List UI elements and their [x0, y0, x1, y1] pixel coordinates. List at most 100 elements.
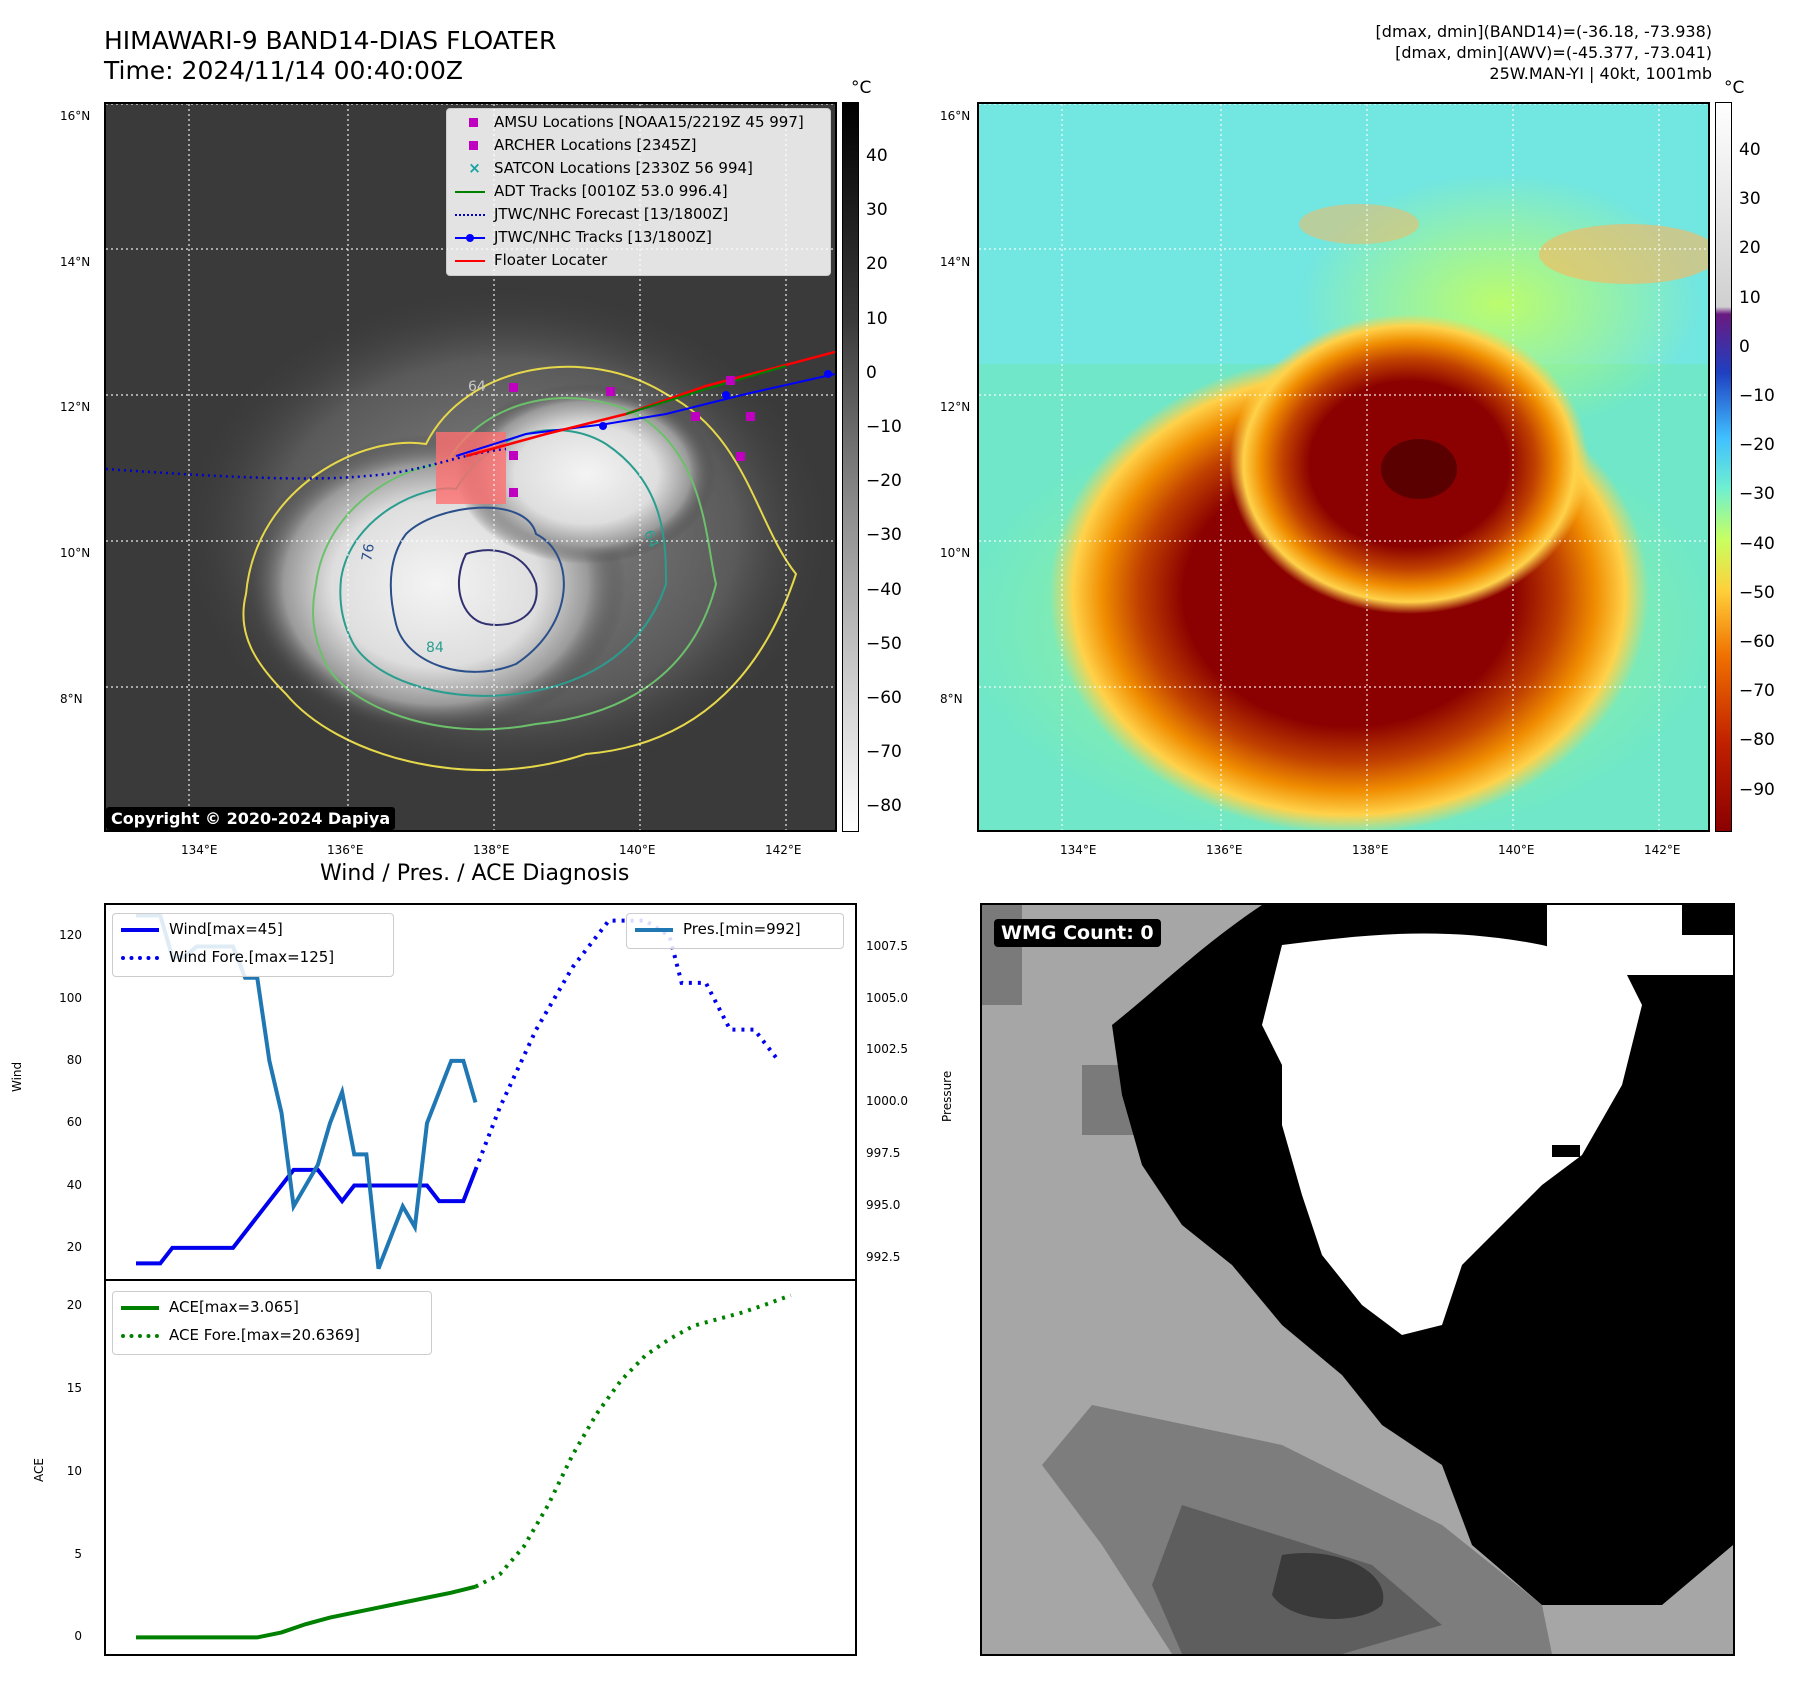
wind-legend: Wind[max=45] Wind Fore.[max=125] — [112, 913, 394, 977]
contour-label: 76 — [359, 542, 378, 562]
wmg-panel: WMG Count: 0 — [980, 903, 1735, 1656]
colorbar-tick: −40 — [866, 579, 902, 600]
band14-legend: AMSU Locations [NOAA15/2219Z 45 997] ARC… — [446, 108, 831, 276]
adt-track — [625, 365, 787, 415]
axis-tick-label: 60 — [66, 1115, 82, 1130]
legend-tracks: JTWC/NHC Tracks [13/1800Z] — [455, 228, 712, 246]
awv-map-image — [979, 104, 1708, 830]
colorbar-tick: 40 — [866, 146, 888, 166]
figure-time: Time: 2024/11/14 00:40:00Z — [104, 56, 463, 85]
colorbar-tick: −80 — [1739, 730, 1775, 751]
axis-tick-label: 20 — [66, 1239, 82, 1254]
ace-axis-label: ACE — [32, 1458, 46, 1482]
wind-axis-label: Wind — [10, 1061, 24, 1092]
lat-label: 16°N — [940, 109, 971, 123]
legend-ace: ACE[max=3.065] — [121, 1298, 299, 1316]
lon-label: 140°E — [619, 843, 656, 857]
colorbar-tick: −30 — [1739, 484, 1775, 505]
lat-label: 8°N — [60, 692, 83, 706]
lat-label: 12°N — [940, 400, 971, 414]
legend-forecast: JTWC/NHC Forecast [13/1800Z] — [455, 205, 728, 223]
legend-adt: ADT Tracks [0010Z 53.0 996.4] — [455, 182, 728, 200]
legend-amsu: AMSU Locations [NOAA15/2219Z 45 997] — [455, 113, 804, 131]
lat-label: 12°N — [60, 400, 91, 414]
axis-tick-label: 100 — [59, 990, 82, 1005]
axis-tick-label: 1000.0 — [866, 1094, 908, 1109]
colorbar-tick: 20 — [1739, 238, 1761, 259]
awv-map — [977, 102, 1710, 832]
lon-label: 134°E — [181, 843, 218, 857]
colorbar-tick: −30 — [866, 525, 902, 546]
left-colorbar — [842, 102, 859, 832]
copyright-badge: Copyright © 2020-2024 Dapiya — [106, 807, 396, 830]
colorbar-tick: −50 — [1739, 582, 1775, 603]
lat-label: 14°N — [940, 255, 971, 269]
diagnosis-title: Wind / Pres. / ACE Diagnosis — [320, 861, 630, 886]
contour-label: 64 — [640, 528, 661, 550]
axis-tick-label: 1007.5 — [866, 938, 908, 953]
lat-label: 10°N — [60, 546, 91, 560]
axis-tick-label: 992.5 — [866, 1250, 901, 1265]
colorbar-tick: −60 — [866, 688, 902, 708]
lon-label: 138°E — [1352, 843, 1389, 857]
right-colorbar — [1715, 102, 1732, 832]
colorbar-tick: 0 — [1739, 336, 1750, 357]
axis-tick-label: 80 — [66, 1052, 82, 1067]
legend-satcon: × SATCON Locations [2330Z 56 994] — [468, 159, 753, 177]
colorbar-tick: −80 — [866, 796, 902, 817]
colorbar-tick: 30 — [866, 200, 888, 221]
best-track — [455, 373, 835, 457]
legend-wind: Wind[max=45] — [121, 920, 283, 938]
colorbar-tick: 20 — [866, 254, 888, 275]
colorbar-tick: 40 — [1739, 140, 1761, 160]
left-colorbar-unit: °C — [851, 78, 872, 98]
axis-tick-label: 5 — [74, 1546, 82, 1561]
legend-archer: ARCHER Locations [2345Z] — [455, 136, 697, 154]
lon-label: 138°E — [473, 843, 510, 857]
colorbar-tick: −20 — [866, 471, 902, 492]
lat-label: 16°N — [60, 109, 91, 123]
colorbar-tick: 30 — [1739, 189, 1761, 210]
lat-label: 10°N — [940, 546, 971, 560]
lat-label: 14°N — [60, 255, 91, 269]
contour-label: 64 — [468, 379, 486, 395]
series-line — [474, 1293, 792, 1589]
ace-plot — [136, 1293, 792, 1640]
axis-tick-label: 997.5 — [866, 1146, 901, 1161]
lon-label: 136°E — [327, 843, 364, 857]
pressure-axis-label: Pressure — [940, 1070, 954, 1122]
lon-label: 142°E — [765, 843, 802, 857]
axis-tick-label: 10 — [66, 1463, 82, 1478]
lat-label: 8°N — [940, 692, 963, 706]
colorbar-tick: −10 — [1739, 386, 1775, 406]
wind-pressure-panel: Wind[max=45] Wind Fore.[max=125] Pres.[m… — [104, 903, 857, 1281]
legend-pressure: Pres.[min=992] — [635, 920, 801, 938]
wmg-count-badge: WMG Count: 0 — [994, 919, 1161, 947]
axis-tick-label: 995.0 — [866, 1198, 901, 1213]
colorbar-tick: −90 — [1739, 779, 1775, 800]
series-line — [473, 918, 781, 1171]
axis-tick-label: 40 — [66, 1177, 82, 1192]
ace-panel: ACE[max=3.065] ACE Fore.[max=20.6369] — [104, 1279, 857, 1656]
axis-tick-label: 120 — [59, 928, 82, 943]
storm-info: 25W.MAN-YI | 40kt, 1001mb — [1489, 64, 1712, 83]
legend-wind-forecast: Wind Fore.[max=125] — [121, 948, 334, 966]
axis-tick-label: 1002.5 — [866, 1042, 908, 1057]
colorbar-tick: 10 — [866, 308, 888, 329]
colorbar-tick: −50 — [866, 633, 902, 654]
colorbar-tick: −70 — [866, 742, 902, 763]
contour-label: 84 — [426, 640, 444, 656]
right-colorbar-unit: °C — [1724, 78, 1745, 98]
colorbar-tick: 10 — [1739, 287, 1761, 308]
lon-label: 134°E — [1060, 843, 1097, 857]
colorbar-tick: −20 — [1739, 435, 1775, 456]
axis-tick-label: 20 — [66, 1297, 82, 1312]
legend-ace-forecast: ACE Fore.[max=20.6369] — [121, 1326, 360, 1344]
colorbar-tick: 0 — [866, 362, 877, 383]
stats-band14: [dmax, dmin](BAND14)=(-36.18, -73.938) — [1375, 22, 1712, 41]
lon-label: 140°E — [1498, 843, 1535, 857]
colorbar-tick: −10 — [866, 417, 902, 437]
pressure-legend: Pres.[min=992] — [626, 913, 844, 949]
figure-title: HIMAWARI-9 BAND14-DIAS FLOATER — [104, 26, 557, 55]
ace-legend: ACE[max=3.065] ACE Fore.[max=20.6369] — [112, 1291, 432, 1355]
